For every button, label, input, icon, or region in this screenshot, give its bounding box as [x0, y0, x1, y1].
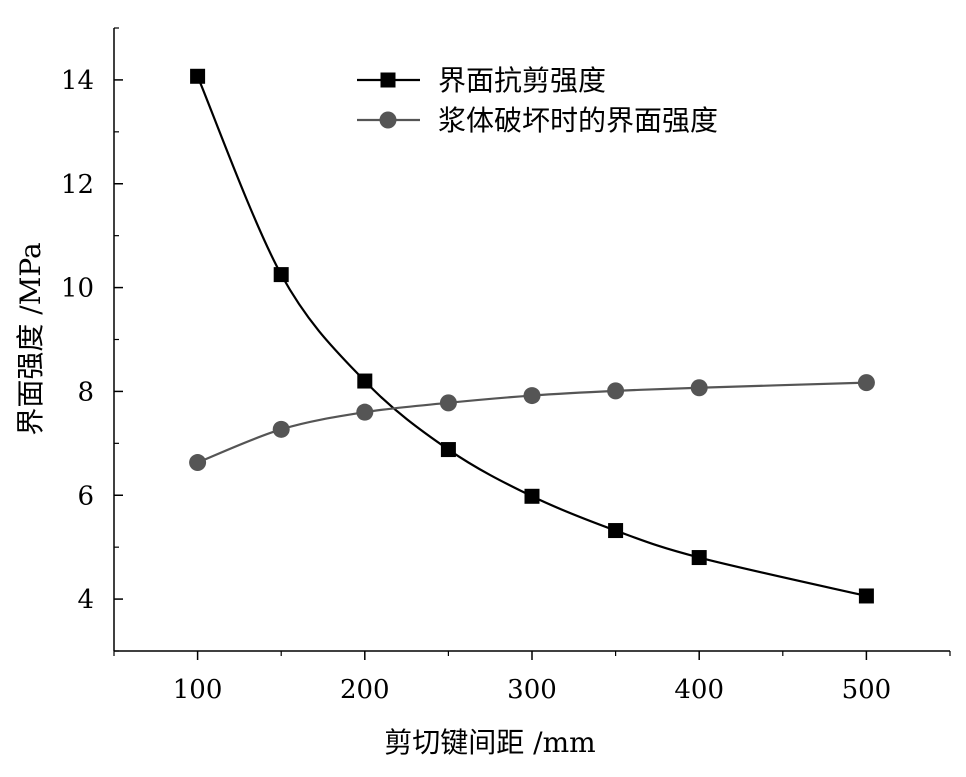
y-tick-label: 10: [61, 274, 94, 304]
data-point-square: [691, 550, 707, 566]
data-point-square: [858, 588, 874, 604]
data-point-square: [190, 68, 206, 84]
y-axis-label: 界面强度 /MPa: [14, 242, 47, 435]
x-tick-label: 500: [842, 675, 892, 705]
data-point-square: [524, 488, 540, 504]
y-tick-label: 6: [77, 481, 94, 511]
x-tick-label: 200: [340, 675, 390, 705]
series-line: [196, 75, 867, 598]
data-point-circle: [439, 394, 457, 412]
legend-label-shear-strength: 界面抗剪强度: [438, 64, 606, 97]
legend-marker-circle: [379, 111, 397, 129]
y-tick-label: 14: [61, 66, 94, 96]
data-point-square: [440, 442, 456, 458]
data-point-circle: [356, 403, 374, 421]
data-point-square: [608, 523, 624, 539]
legend-label-grout-failure: 浆体破坏时的界面强度: [438, 104, 718, 137]
legend: 界面抗剪强度 浆体破坏时的界面强度: [357, 64, 718, 137]
y-tick-label: 8: [77, 377, 94, 407]
x-tick-label: 100: [173, 675, 223, 705]
series-grout-failure-strength: [189, 374, 875, 472]
axes: 4 6 8 10 12 14 100 200 300 400 500: [61, 27, 951, 705]
data-point-circle: [523, 387, 541, 405]
data-point-circle: [857, 374, 875, 392]
y-tick-label: 12: [61, 170, 94, 200]
x-tick-label: 300: [507, 675, 557, 705]
series-layer: [189, 68, 875, 604]
x-tick-label: 400: [674, 675, 724, 705]
series-shear-strength: [190, 68, 874, 604]
data-point-square: [273, 267, 289, 283]
data-point-square: [357, 373, 373, 389]
data-point-circle: [607, 382, 625, 400]
data-point-circle: [690, 379, 708, 397]
y-tick-label: 4: [77, 585, 94, 615]
x-axis-label: 剪切键间距 /mm: [384, 726, 595, 759]
data-point-circle: [189, 454, 207, 472]
data-point-circle: [272, 420, 290, 438]
legend-marker-square: [380, 72, 396, 88]
